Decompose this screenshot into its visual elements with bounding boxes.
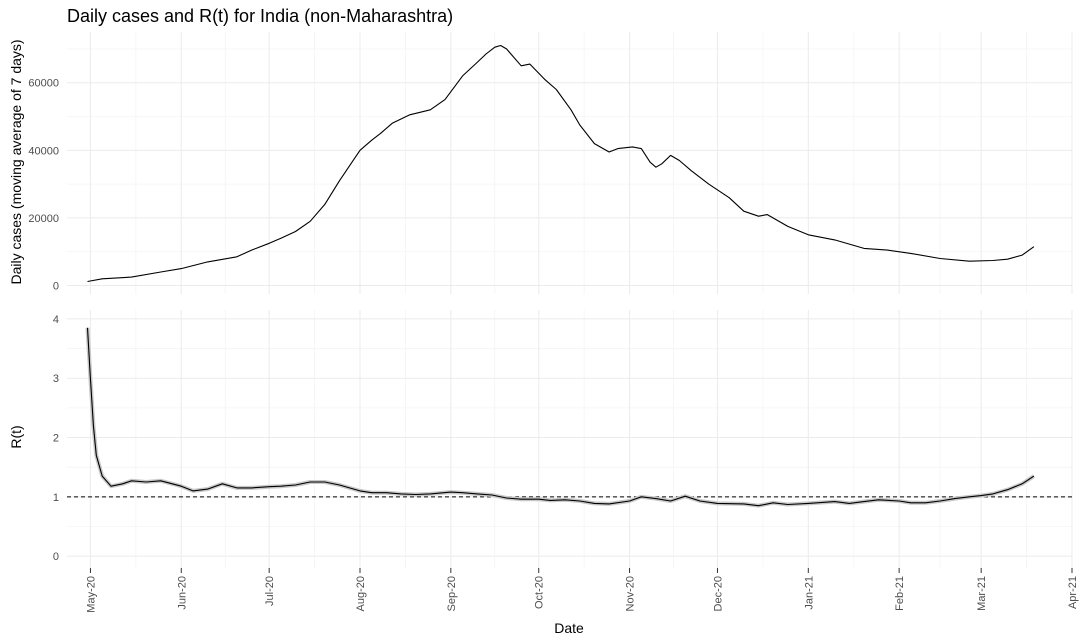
x-tick-label: Dec-20 — [712, 576, 724, 611]
x-tick-label: Mar-21 — [976, 576, 988, 611]
y-tick-label-cases: 0 — [53, 281, 59, 293]
y-axis-title-cases: Daily cases (moving average of 7 days) — [8, 39, 24, 284]
y-tick-label-cases: 60000 — [28, 78, 59, 90]
x-tick-label: Jan-21 — [803, 576, 815, 610]
y-tick-label-rt: 2 — [53, 433, 59, 445]
y-tick-label-rt: 4 — [53, 314, 59, 326]
y-tick-label-rt: 0 — [53, 551, 59, 563]
rt-series-line — [86, 327, 1035, 507]
cases-series-line — [87, 44, 1035, 283]
x-tick-label: Oct-20 — [534, 576, 546, 609]
confidence-band — [85, 327, 1035, 508]
chart-title: Daily cases and R(t) for India (non-Maha… — [67, 6, 453, 26]
y-axis-title-rt: R(t) — [8, 425, 24, 448]
x-tick-label: Sep-20 — [446, 576, 458, 611]
x-tick-label: Feb-21 — [894, 576, 906, 611]
x-tick-label: Jul-20 — [264, 576, 276, 606]
x-tick-label: Apr-21 — [1067, 576, 1079, 609]
x-tick-label: Nov-20 — [625, 576, 637, 611]
x-tick-label: Jun-20 — [176, 576, 188, 610]
y-tick-label-cases: 40000 — [28, 145, 59, 157]
y-tick-label-rt: 1 — [53, 492, 59, 504]
y-tick-label-rt: 3 — [53, 373, 59, 385]
x-tick-label: Aug-20 — [355, 576, 367, 611]
x-axis-title: Date — [554, 620, 584, 636]
x-axis: May-20 Jun-20 Jul-20 Aug-20 Sep-20 Oct-20 Nov-… — [85, 568, 1079, 613]
rt-panel: 0 1 2 3 4 — [53, 310, 1073, 568]
cases-panel: 0 20000 40000 60000 — [28, 32, 1073, 294]
x-tick-label: May-20 — [85, 576, 97, 613]
y-tick-label-cases: 20000 — [28, 213, 59, 225]
